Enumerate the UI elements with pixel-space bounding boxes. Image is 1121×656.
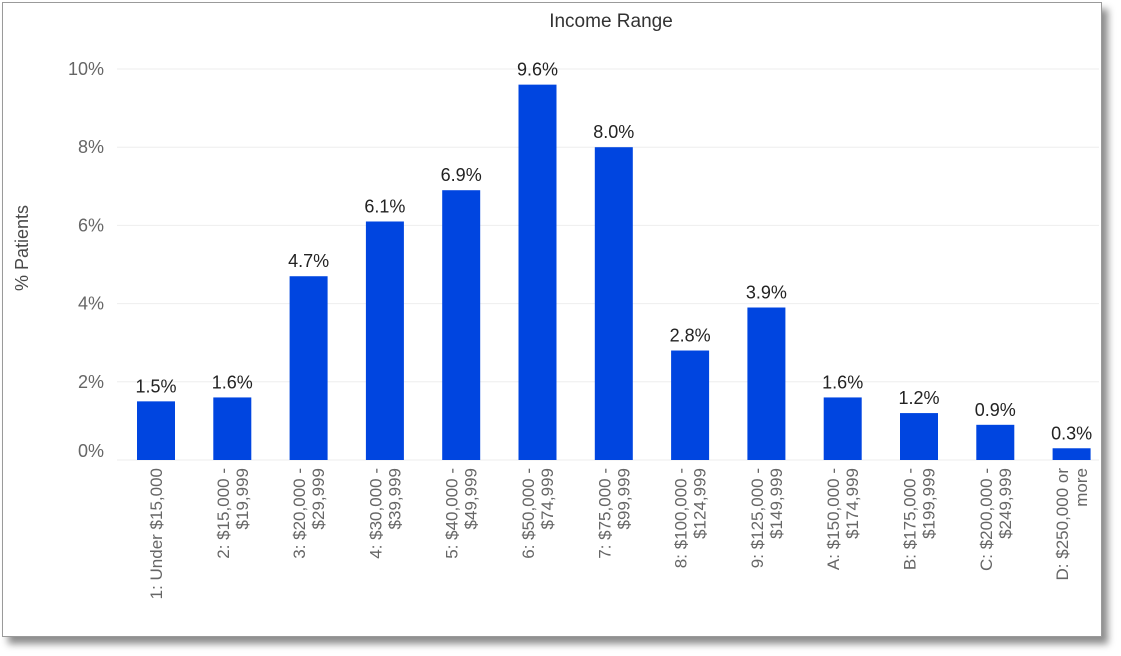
x-tick-line: $74,999 — [538, 468, 557, 529]
y-tick-label: 0% — [78, 441, 104, 461]
x-tick-line: 3: $20,000 - — [290, 468, 309, 559]
x-tick-line: more — [1072, 468, 1091, 507]
data-label: 6.9% — [441, 165, 482, 185]
y-tick-label: 4% — [78, 294, 104, 314]
x-tick-label: 3: $20,000 - $29,999 — [290, 468, 328, 559]
bar — [747, 307, 786, 460]
x-tick-line: $174,999 — [843, 468, 862, 539]
data-label: 0.3% — [1051, 423, 1092, 443]
data-label: 1.6% — [822, 372, 863, 392]
x-tick-label: 5: $40,000 - $49,999 — [443, 468, 481, 559]
y-tick-label: 10% — [68, 59, 104, 79]
x-tick-line: D: $250,000 or — [1053, 468, 1072, 581]
x-tick-line: C: $200,000 - — [977, 468, 996, 571]
data-label: 1.2% — [898, 388, 939, 408]
x-axis-ticks: 1: Under $15,000 2: $15,000 - $19,999 3: $2… — [147, 468, 1091, 600]
x-tick-label: B: $175,000 - $199,999 — [901, 468, 939, 570]
data-label: 0.9% — [975, 400, 1016, 420]
bar — [518, 84, 557, 460]
bar — [823, 397, 862, 460]
bar — [442, 190, 481, 460]
x-tick-line: A: $150,000 - — [824, 468, 843, 570]
data-label: 8.0% — [593, 122, 634, 142]
bar — [976, 424, 1015, 460]
x-tick-line: $199,999 — [920, 468, 939, 539]
x-tick-line: 2: $15,000 - — [214, 468, 233, 559]
bar — [900, 413, 938, 460]
y-axis-ticks: 0% 2% 4% 6% 8% 10% — [68, 59, 104, 461]
bar — [594, 147, 633, 460]
x-tick-line: $149,999 — [767, 468, 786, 539]
x-tick-line: $19,999 — [233, 468, 252, 529]
bar — [289, 276, 328, 460]
bar — [137, 401, 175, 460]
x-tick-label: 7: $75,000 - $99,999 — [595, 468, 633, 559]
x-tick-line: 4: $30,000 - — [366, 468, 385, 559]
x-tick-line: $29,999 — [309, 468, 328, 529]
x-tick-line: $39,999 — [385, 468, 404, 529]
data-label: 6.1% — [364, 196, 405, 216]
x-tick-line: $124,999 — [691, 468, 710, 539]
chart-frame: 1.5% 1.6% 4.7% 6.1% 6.9% 9.6% 8.0% 2.8% 3.9% 1.6%… — [2, 2, 1102, 637]
data-label: 2.8% — [670, 326, 711, 346]
x-tick-label: 4: $30,000 - $39,999 — [366, 468, 404, 559]
x-tick-line: B: $175,000 - — [901, 468, 920, 570]
x-tick-line: $49,999 — [462, 468, 481, 529]
x-tick-label: 6: $50,000 - $74,999 — [519, 468, 557, 559]
x-tick-label: 1: Under $15,000 — [147, 468, 166, 599]
x-tick-label: A: $150,000 - $174,999 — [824, 468, 862, 570]
x-tick-label: C: $200,000 - $249,999 — [977, 468, 1015, 571]
x-tick-line: 9: $125,000 - — [748, 468, 767, 568]
x-tick-line: $249,999 — [996, 468, 1015, 539]
y-tick-label: 2% — [78, 372, 104, 392]
data-label: 4.7% — [288, 251, 329, 271]
bars — [137, 84, 1091, 460]
x-tick-line: 6: $50,000 - — [519, 468, 538, 559]
x-tick-line: $99,999 — [614, 468, 633, 529]
bar — [365, 221, 404, 460]
x-tick-label: 9: $125,000 - $149,999 — [748, 468, 786, 568]
y-tick-label: 6% — [78, 215, 104, 235]
bar — [213, 397, 252, 460]
x-tick-label: 8: $100,000 - $124,999 — [672, 468, 710, 568]
data-label: 9.6% — [517, 60, 558, 80]
data-label: 1.6% — [212, 372, 253, 392]
bar — [671, 350, 710, 460]
x-tick-line: 5: $40,000 - — [443, 468, 462, 559]
chart-title: Income Range — [549, 11, 673, 32]
data-labels: 1.5% 1.6% 4.7% 6.1% 6.9% 9.6% 8.0% 2.8% 3.9% 1.6%… — [135, 60, 1092, 444]
x-tick-label: 2: $15,000 - $19,999 — [214, 468, 252, 559]
x-tick-line: 7: $75,000 - — [595, 468, 614, 559]
x-tick-label: D: $250,000 or more — [1053, 468, 1091, 581]
y-tick-label: 8% — [78, 137, 104, 157]
data-label: 1.5% — [135, 376, 176, 396]
x-tick-line: 1: Under $15,000 — [147, 468, 166, 599]
x-tick-line: 8: $100,000 - — [672, 468, 691, 568]
data-label: 3.9% — [746, 283, 787, 303]
y-axis-label: % Patients — [12, 205, 32, 291]
bar — [1052, 448, 1091, 460]
income-range-bar-chart: 1.5% 1.6% 4.7% 6.1% 6.9% 9.6% 8.0% 2.8% 3.9% 1.6%… — [12, 11, 1099, 600]
